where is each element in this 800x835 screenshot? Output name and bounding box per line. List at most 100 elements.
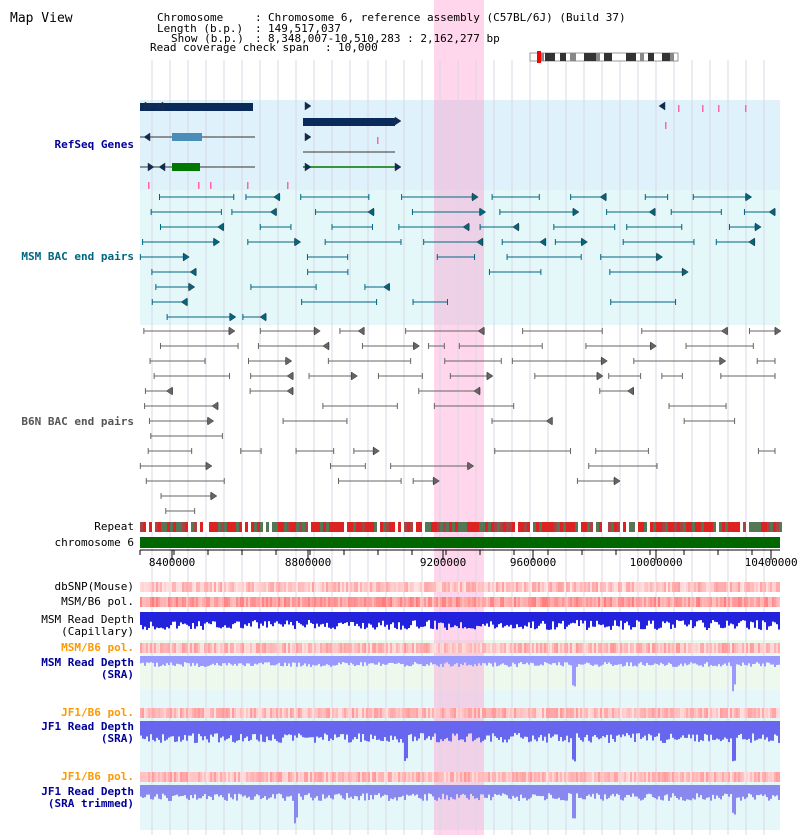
jf1-b6-pol-heat — [652, 708, 654, 718]
jf1-b6-pol-trim-heat — [328, 772, 330, 782]
jf1-depth-trim-bar — [170, 785, 172, 801]
msm-depth-sra-bar — [774, 656, 776, 667]
track-label-chromosome: chromosome 6 — [54, 536, 134, 549]
repeat-segment — [296, 522, 299, 532]
jf1-depth-sra-bar — [316, 721, 318, 737]
msm-depth-capillary-bar — [216, 612, 218, 628]
jf1-b6-pol-trim-heat — [442, 772, 444, 782]
msm-depth-capillary-bar — [714, 612, 716, 622]
jf1-b6-pol-trim-heat — [578, 772, 580, 782]
msm-depth-capillary-bar — [620, 612, 622, 621]
dbsnp-heat — [744, 582, 746, 592]
dbsnp-heat — [258, 582, 260, 592]
jf1-depth-sra-bar — [438, 721, 440, 743]
repeat-segment — [425, 522, 428, 532]
msm-b6-pol-sra-heat — [670, 643, 672, 653]
refseq-track-bg — [140, 100, 780, 190]
msm-b6-pol-sra-heat — [218, 643, 220, 653]
jf1-b6-pol-trim-heat — [258, 772, 260, 782]
msm-depth-capillary-bar — [742, 612, 744, 621]
dbsnp-heat — [206, 582, 208, 592]
chromosome-value: Chromosome 6, reference assembly (C57BL/… — [268, 11, 626, 24]
msm-b6-pol-sra-heat — [604, 643, 606, 653]
jf1-b6-pol-trim-heat — [372, 772, 374, 782]
dbsnp-heat — [210, 582, 212, 592]
jf1-depth-trim-bar — [384, 785, 386, 795]
jf1-b6-pol-heat — [254, 708, 256, 718]
msm-depth-sra-bar — [588, 656, 590, 664]
msm-b6-pol-sra-heat — [708, 643, 710, 653]
msm-depth-sra-bar — [648, 656, 650, 665]
repeat-segment — [320, 522, 323, 532]
repeat-segment — [647, 522, 650, 532]
msm-b6-pol-heat — [478, 597, 480, 607]
msm-depth-capillary-bar — [526, 612, 528, 627]
repeat-segment — [401, 522, 404, 532]
repeat-segment — [260, 522, 263, 532]
jf1-b6-pol-trim-heat — [640, 772, 642, 782]
jf1-b6-pol-trim-heat — [314, 772, 316, 782]
jf1-b6-pol-heat — [466, 708, 468, 718]
msm-depth-capillary-bar — [632, 612, 634, 628]
bac-arrow — [373, 446, 380, 456]
msm-b6-pol-heat — [182, 597, 184, 607]
jf1-b6-pol-trim-heat — [602, 772, 604, 782]
jf1-depth-trim-bar — [356, 785, 358, 797]
msm-b6-pol-sra-heat — [758, 643, 760, 653]
msm-depth-capillary-bar — [628, 612, 630, 626]
jf1-depth-trim-bar — [778, 785, 780, 800]
jf1-depth-trim-bar — [362, 785, 364, 794]
jf1-b6-pol-heat — [430, 708, 432, 718]
msm-b6-pol-heat — [754, 597, 756, 607]
jf1-b6-pol-heat — [494, 708, 496, 718]
jf1-b6-pol-trim-heat — [362, 772, 364, 782]
repeat-segment — [359, 522, 362, 532]
jf1-b6-pol-trim-heat — [332, 772, 334, 782]
jf1-depth-sra-bar — [572, 721, 574, 760]
msm-b6-pol-sra-heat — [512, 643, 514, 653]
dbsnp-heat — [188, 582, 190, 592]
repeat-segment — [773, 522, 776, 532]
jf1-depth-trim-bar — [702, 785, 704, 800]
msm-b6-pol-heat — [258, 597, 260, 607]
msm-b6-pol-heat — [510, 597, 512, 607]
dbsnp-heat — [628, 582, 630, 592]
dbsnp-heat — [312, 582, 314, 592]
jf1-b6-pol-trim-heat — [368, 772, 370, 782]
msm-depth-sra-bar — [512, 656, 514, 663]
msm-b6-pol-sra-heat — [390, 643, 392, 653]
jf1-b6-pol-heat — [634, 708, 636, 718]
msm-b6-pol-heat — [194, 597, 196, 607]
msm-b6-pol-heat — [492, 597, 494, 607]
dbsnp-heat — [622, 582, 624, 592]
dbsnp-heat — [710, 582, 712, 592]
jf1-b6-pol-trim-heat — [394, 772, 396, 782]
msm-b6-pol-heat — [586, 597, 588, 607]
msm-b6-pol-sra-heat — [240, 643, 242, 653]
msm-b6-pol-heat — [436, 597, 438, 607]
jf1-depth-sra-bar — [626, 721, 628, 734]
jf1-b6-pol-heat — [672, 708, 674, 718]
jf1-b6-pol-trim-heat — [148, 772, 150, 782]
jf1-b6-pol-trim-heat — [160, 772, 162, 782]
msm-b6-pol-sra-heat — [578, 643, 580, 653]
msm-depth-capillary-bar — [356, 612, 358, 624]
jf1-b6-pol-heat — [594, 708, 596, 718]
msm-depth-capillary-bar — [644, 612, 646, 630]
msm-depth-sra-bar — [736, 656, 738, 665]
jf1-depth-trim-bar — [662, 785, 664, 801]
jf1-b6-pol-heat — [618, 708, 620, 718]
msm-depth-sra-bar — [602, 656, 604, 665]
jf1-b6-pol-heat — [492, 708, 494, 718]
repeat-segment — [143, 522, 146, 532]
repeat-segment — [737, 522, 740, 532]
jf1-b6-pol-heat — [732, 708, 734, 718]
repeat-segment — [479, 522, 482, 532]
msm-b6-pol-heat — [412, 597, 414, 607]
jf1-depth-sra-bar — [736, 721, 738, 738]
msm-depth-capillary-bar — [148, 612, 150, 628]
msm-b6-pol-sra-heat — [540, 643, 542, 653]
msm-b6-pol-sra-heat — [612, 643, 614, 653]
jf1-depth-trim-bar — [450, 785, 452, 798]
